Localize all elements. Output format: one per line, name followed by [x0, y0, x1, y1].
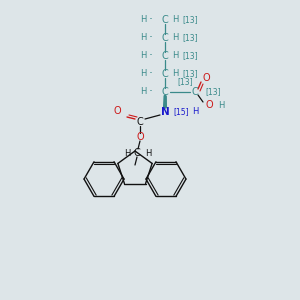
- Text: H: H: [140, 88, 146, 97]
- Text: C: C: [192, 87, 198, 97]
- Text: [13]: [13]: [182, 70, 198, 79]
- Text: O: O: [136, 132, 144, 142]
- Text: C: C: [162, 51, 168, 61]
- Text: H: H: [172, 16, 178, 25]
- Text: H: H: [172, 70, 178, 79]
- Text: H: H: [145, 148, 151, 158]
- Text: [15]: [15]: [173, 107, 189, 116]
- Text: ·: ·: [149, 14, 153, 26]
- Text: H: H: [140, 52, 146, 61]
- Text: ·: ·: [149, 68, 153, 80]
- Text: ·: ·: [149, 85, 153, 98]
- Text: O: O: [113, 106, 121, 116]
- Text: N: N: [160, 107, 169, 117]
- Text: [13]: [13]: [177, 77, 193, 86]
- Text: O: O: [205, 100, 213, 110]
- Text: C: C: [136, 117, 143, 127]
- Text: C: C: [134, 148, 140, 158]
- Text: C: C: [162, 33, 168, 43]
- Text: [13]: [13]: [182, 34, 198, 43]
- Text: [13]: [13]: [182, 16, 198, 25]
- Text: C: C: [162, 15, 168, 25]
- Text: ·: ·: [149, 32, 153, 44]
- Text: [13]: [13]: [182, 52, 198, 61]
- Text: ·: ·: [149, 50, 153, 62]
- Text: C: C: [162, 69, 168, 79]
- Text: H: H: [172, 52, 178, 61]
- Text: O: O: [202, 73, 210, 83]
- Text: [13]: [13]: [205, 88, 221, 97]
- Text: H: H: [124, 148, 130, 158]
- Text: H: H: [140, 34, 146, 43]
- Text: H: H: [218, 100, 224, 109]
- Text: H: H: [172, 34, 178, 43]
- Text: H: H: [140, 70, 146, 79]
- Text: H: H: [192, 107, 198, 116]
- Text: H: H: [140, 16, 146, 25]
- Text: C: C: [162, 87, 168, 97]
